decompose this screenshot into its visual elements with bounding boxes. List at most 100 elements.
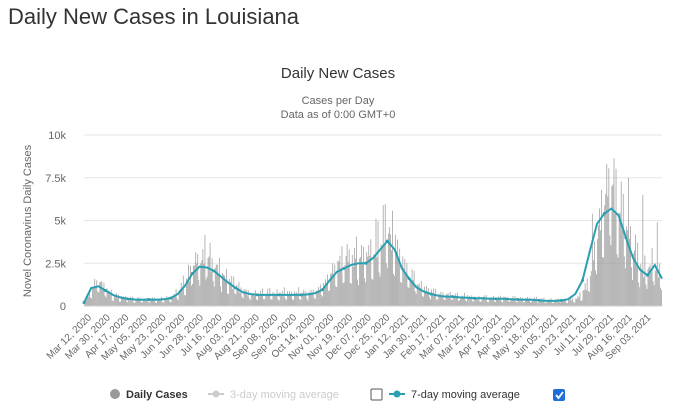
daily-cases-bar: [357, 279, 358, 306]
daily-cases-bar: [157, 299, 158, 306]
daily-cases-bar: [440, 291, 442, 306]
daily-cases-bar: [295, 293, 297, 306]
daily-cases-bar: [551, 302, 553, 306]
daily-cases-bar: [415, 293, 417, 306]
daily-cases-bar: [258, 293, 259, 306]
daily-cases-bar: [115, 293, 117, 306]
daily-cases-bar: [477, 299, 479, 306]
daily-cases-bar: [340, 268, 342, 306]
daily-cases-bar: [534, 297, 536, 306]
legend-label-3-day-average: 3-day moving average: [230, 389, 339, 401]
daily-cases-bar: [170, 302, 172, 306]
daily-cases-bar: [586, 278, 588, 306]
daily-cases-bar: [492, 298, 493, 306]
daily-cases-bar: [247, 290, 249, 306]
daily-cases-bar: [288, 294, 289, 306]
daily-cases-bar: [91, 298, 93, 306]
seven-day-average-point: [450, 295, 454, 299]
daily-cases-bar: [301, 293, 303, 306]
daily-cases-bar: [128, 298, 130, 306]
daily-cases-bar: [337, 260, 339, 306]
daily-cases-bar: [154, 297, 155, 306]
daily-cases-bar: [529, 297, 530, 306]
daily-cases-bar: [305, 291, 307, 306]
y-tick-label: 2.5k: [45, 258, 66, 270]
daily-cases-bar: [422, 296, 424, 306]
daily-cases-bar: [344, 265, 346, 306]
daily-cases-bar: [371, 278, 373, 306]
daily-cases-bar: [275, 294, 277, 306]
daily-cases-bar: [175, 289, 177, 306]
daily-cases-bar: [140, 301, 142, 306]
seven-day-average-point: [169, 296, 173, 300]
daily-cases-bar: [393, 273, 394, 306]
daily-cases-bar: [623, 256, 625, 306]
legend-item-7-day-average[interactable]: 7-day moving average: [389, 389, 520, 401]
daily-cases-bar: [414, 291, 416, 306]
daily-cases-bar: [651, 247, 653, 306]
daily-cases-bar: [524, 297, 526, 306]
daily-cases-bar: [486, 301, 488, 306]
daily-cases-bar: [199, 285, 201, 306]
three-day-average-checkbox[interactable]: [370, 388, 383, 401]
daily-cases-bar: [362, 264, 363, 306]
daily-cases-bar: [378, 272, 380, 306]
daily-cases-bar: [429, 297, 430, 306]
seven-day-average-point: [320, 288, 324, 292]
daily-cases-bar: [147, 301, 149, 306]
daily-cases-bar: [622, 193, 624, 306]
daily-cases-bar: [496, 298, 497, 306]
daily-cases-bar: [84, 304, 85, 306]
seven-day-average-point: [407, 277, 411, 281]
daily-cases-bar: [451, 299, 453, 306]
daily-cases-bar: [620, 181, 622, 306]
seven-day-average-checkbox[interactable]: [553, 389, 565, 401]
daily-cases-bar: [366, 252, 368, 306]
daily-cases-bar: [646, 289, 648, 306]
daily-cases-bar: [589, 276, 591, 306]
daily-cases-bar: [419, 288, 421, 306]
daily-cases-bar: [360, 257, 361, 306]
daily-cases-bar: [209, 242, 211, 306]
daily-cases-bar: [588, 291, 590, 306]
daily-cases-bar: [364, 278, 366, 306]
daily-cases-bar: [98, 292, 100, 306]
daily-cases-bar: [113, 294, 115, 306]
daily-cases-bar: [333, 275, 335, 306]
daily-cases-bar: [373, 254, 375, 306]
daily-cases-bar: [109, 294, 111, 306]
daily-cases-bar: [425, 291, 426, 306]
daily-cases-bar: [135, 299, 137, 306]
daily-cases-bar: [208, 256, 210, 306]
daily-cases-bar: [241, 296, 243, 306]
daily-cases-bar: [479, 301, 481, 306]
daily-cases-bar: [489, 298, 491, 306]
daily-cases-bar: [375, 218, 377, 306]
legend-item-3-day-average[interactable]: 3-day moving average: [208, 389, 339, 401]
daily-cases-bar: [161, 296, 163, 306]
daily-cases-bar: [193, 265, 195, 306]
daily-cases-bar: [580, 301, 582, 306]
daily-cases-bar: [658, 263, 660, 306]
daily-cases-bar: [264, 299, 266, 306]
seven-day-average-point: [472, 296, 476, 300]
daily-cases-bar: [186, 278, 187, 306]
daily-cases-bar: [111, 300, 113, 306]
daily-cases-bar: [93, 287, 95, 306]
daily-cases-bar: [262, 288, 264, 306]
legend-item-daily-cases[interactable]: Daily Cases: [110, 389, 188, 401]
seven-day-average-point: [646, 273, 650, 277]
daily-cases-bar: [300, 299, 302, 306]
daily-cases-bar: [426, 285, 427, 306]
daily-cases-bar: [514, 296, 516, 306]
daily-cases-bar: [182, 275, 184, 306]
daily-cases-bar: [527, 296, 528, 306]
daily-cases-bar: [436, 299, 438, 306]
daily-cases-bar: [466, 301, 468, 306]
daily-cases-bar: [438, 293, 440, 306]
seven-day-average-point: [299, 293, 303, 297]
daily-cases-bar: [528, 300, 529, 306]
daily-cases-bar: [343, 282, 345, 306]
daily-cases-bar: [428, 288, 429, 306]
daily-cases-bar: [470, 297, 472, 306]
